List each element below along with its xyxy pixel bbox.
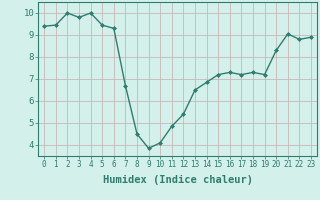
X-axis label: Humidex (Indice chaleur): Humidex (Indice chaleur)	[103, 175, 252, 185]
